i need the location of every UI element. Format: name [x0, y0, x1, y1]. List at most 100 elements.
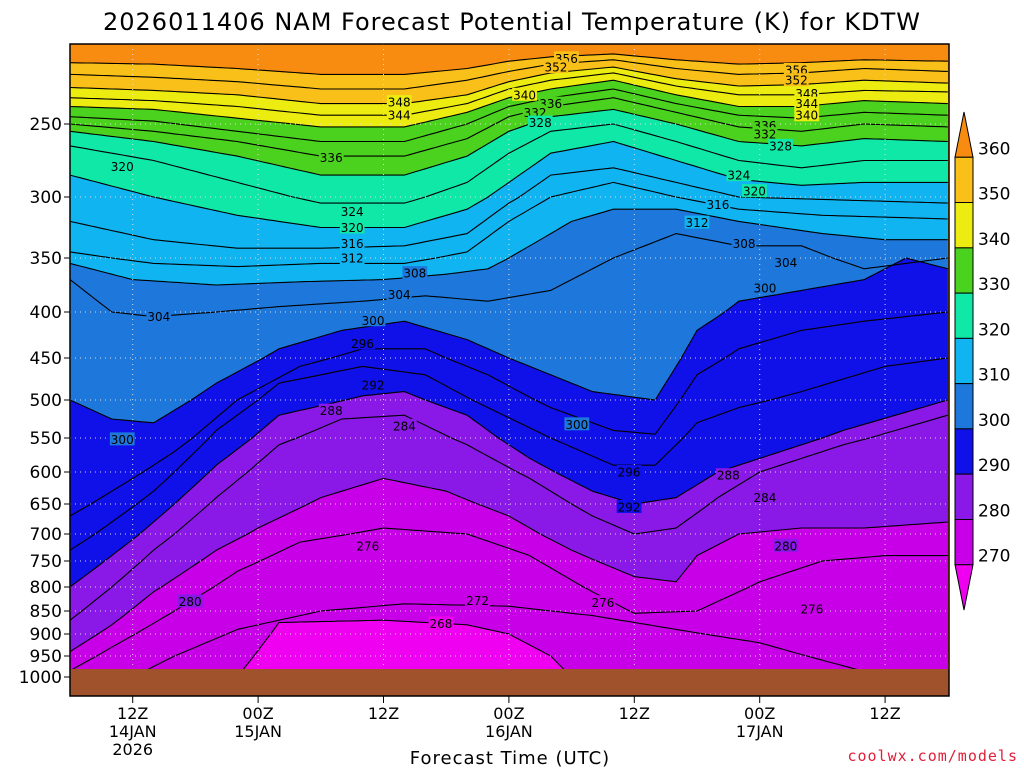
contour-label-bg	[684, 215, 710, 229]
y-tick-label: 750	[30, 552, 62, 572]
contour-label: 268	[430, 617, 453, 631]
contour-label: 280	[179, 595, 202, 609]
y-tick-label: 650	[30, 495, 62, 515]
contour-label-bg	[799, 602, 825, 616]
y-tick-label: 800	[30, 578, 62, 598]
isentrope-304	[70, 233, 948, 318]
contour-label-bg	[752, 127, 778, 141]
contour-label-group: 280	[773, 538, 799, 553]
contour-label-bg	[768, 138, 793, 152]
contour-label-group: 340	[512, 87, 537, 102]
contour-label: 328	[529, 116, 552, 130]
contour-label-group: 328	[527, 115, 553, 130]
contour-label: 352	[544, 61, 567, 75]
x-tick-label: 12Z	[368, 704, 399, 723]
colorbar-segment-350	[954, 156, 974, 204]
contour-label: 284	[753, 491, 776, 505]
contour-label: 288	[320, 404, 343, 418]
contour-label-group: 328	[768, 138, 793, 153]
contour-label-group: 332	[752, 127, 778, 142]
contour-label-group: 296	[350, 336, 375, 351]
isentrope-280	[70, 477, 948, 653]
colorbar-label: 270	[978, 547, 1010, 567]
contour-label-group: 320	[742, 184, 767, 199]
colorbar: 360 350 340 330 320 310 300 290 280 270	[954, 111, 1010, 611]
y-tick-label: 1000	[19, 668, 62, 688]
colorbar-label: 310	[978, 366, 1010, 386]
y-tick-label: 250	[30, 115, 62, 135]
contour-label: 336	[320, 151, 343, 165]
contour-label-bg	[512, 87, 537, 101]
x-tick-label: 00Z	[242, 704, 273, 723]
isentrope-308	[70, 208, 948, 286]
colorbar-label: 320	[978, 320, 1010, 340]
contour-label-group: 320	[339, 220, 365, 235]
contour-label-group: 312	[684, 215, 710, 230]
contour-label: 332	[753, 128, 776, 142]
contour-label: 276	[800, 603, 823, 617]
contour-label-bg	[350, 336, 375, 350]
contour-label-bg	[783, 73, 809, 87]
contour-label-bg	[773, 255, 799, 269]
contour-label-bg	[318, 150, 344, 164]
contour-label-group: 288	[318, 403, 344, 418]
contour-label-group: 344	[386, 108, 412, 123]
contour-label-bg	[465, 593, 490, 607]
contour-label-group: 304	[773, 255, 799, 270]
contour-label: 276	[356, 539, 379, 553]
colorbar-segment-320	[954, 292, 974, 339]
colorbar-segment-340	[954, 202, 974, 249]
contour-label: 304	[774, 256, 797, 270]
contour-label: 292	[362, 378, 385, 392]
y-tick-label: 500	[30, 391, 62, 411]
contour-label-group: 300	[360, 313, 386, 328]
contour-label-bg	[794, 108, 820, 122]
contour-label-bg	[146, 309, 172, 323]
colorbar-label: 290	[978, 456, 1010, 476]
contour-label: 300	[362, 314, 385, 328]
contour-label: 340	[513, 88, 536, 102]
contour-label-bg	[428, 616, 454, 630]
contour-label-group: 316	[339, 236, 365, 251]
credit-link[interactable]: coolwx.com/models	[847, 747, 1018, 765]
contour-label: 316	[706, 198, 729, 212]
contour-label: 328	[769, 139, 792, 153]
contour-label-group: 288	[715, 468, 741, 483]
contour-label: 292	[618, 501, 641, 515]
contour-label: 300	[111, 433, 134, 447]
pressure-axis: 250 300 350 400 450 500 550 600 650 700 750 800 850 9…	[19, 115, 70, 688]
isentrope-332	[70, 97, 948, 157]
x-tick-label: 00Z	[744, 704, 775, 723]
colorbar-label: 280	[978, 501, 1010, 521]
contour-label: 304	[388, 288, 411, 302]
contour-label: 348	[388, 96, 411, 110]
contour-label-group: 300	[564, 417, 590, 432]
contour-label-bg	[339, 204, 365, 218]
contour-label-bg	[318, 403, 344, 417]
colorbar-segment-330	[954, 247, 974, 294]
contour-label-bg	[752, 490, 778, 504]
isentrope-300	[70, 257, 948, 424]
contour-label-group: 352	[783, 73, 809, 88]
contour-label: 288	[717, 469, 740, 483]
dotted-grid	[70, 44, 949, 696]
contour-label-bg	[109, 432, 135, 446]
contour-label: 352	[785, 74, 808, 88]
isentrope-328	[70, 108, 948, 176]
contour-label: 280	[774, 539, 797, 553]
x-tick-label: 16JAN	[485, 722, 533, 741]
contour-label: 296	[618, 466, 641, 480]
contour-label-bg	[794, 86, 820, 100]
y-tick-label: 300	[30, 188, 62, 208]
colorbar-segment-260	[954, 564, 974, 611]
contour-label-bg	[360, 313, 386, 327]
contour-label: 272	[466, 594, 489, 608]
contour-label: 324	[727, 169, 750, 183]
y-tick-label: 950	[30, 647, 62, 667]
contour-label: 320	[111, 160, 134, 174]
contour-label-bg	[109, 159, 135, 173]
contour-label-group: 324	[339, 204, 365, 219]
contour-label-bg	[339, 236, 365, 250]
contour-label-group: 284	[392, 418, 417, 433]
